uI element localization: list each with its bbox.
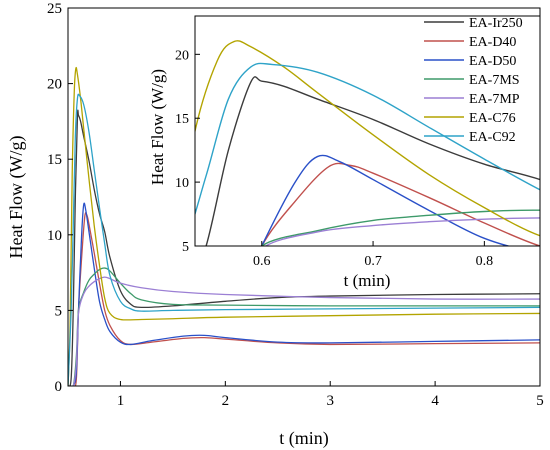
inset-line-ea-d50	[261, 154, 511, 246]
main-line-ea-7mp	[68, 276, 540, 386]
legend-label: EA-7MS	[469, 73, 520, 88]
main-y-axis-title: Heat Flow (W/g)	[6, 136, 27, 259]
main-line-ea-d50	[68, 202, 540, 386]
main-x-tick-label: 4	[431, 393, 439, 409]
inset-plot-frame	[194, 15, 541, 247]
legend-label: EA-7MP	[469, 92, 520, 107]
inset-line-ea-7ms	[260, 209, 540, 246]
legend-item-ea-7ms: EA-7MS	[424, 73, 520, 88]
main-x-tick-label: 3	[326, 393, 334, 409]
inset-series-lines	[195, 40, 540, 246]
inset-plot: 0.6 0.7 0.8 5 10 15 20 t (min) Heat Flow (W/g)	[148, 15, 541, 290]
legend-label: EA-D40	[469, 35, 516, 50]
legend-item-ea-c76: EA-C76	[424, 111, 516, 126]
main-y-tick-label: 25	[47, 1, 62, 17]
inset-line-ea-7mp	[264, 217, 540, 246]
inset-x-tick-label: 0.6	[253, 254, 271, 269]
inset-y-tick-label: 15	[175, 112, 189, 127]
inset-line-ea-ir250	[205, 76, 540, 246]
inset-y-tick-label: 20	[175, 48, 189, 63]
main-series-lines	[68, 66, 540, 386]
main-line-ea-7ms	[68, 267, 540, 386]
legend-item-ea-c92: EA-C92	[424, 130, 516, 145]
inset-x-axis-title: t (min)	[344, 271, 391, 290]
main-y-tick-label: 0	[55, 379, 63, 395]
legend-label: EA-C92	[469, 130, 516, 145]
legend-item-ea-d50: EA-D50	[424, 54, 516, 69]
inset-axis-ticks: 0.6 0.7 0.8 5 10 15 20	[175, 48, 493, 269]
main-line-ea-c76	[68, 66, 540, 386]
inset-y-axis-title: Heat Flow (W/g)	[148, 69, 167, 185]
inset-line-ea-c76	[195, 40, 540, 237]
main-plot: 1 2 3 4 5 0 5 10 15 20 25 t (min) Heat Flow (W/g)	[6, 1, 544, 449]
main-x-tick-label: 1	[117, 393, 125, 409]
legend-item-ea-ir250: EA-Ir250	[424, 16, 523, 31]
main-x-axis-title: t (min)	[279, 428, 329, 449]
main-y-tick-label: 20	[47, 77, 62, 93]
main-y-tick-label: 15	[47, 152, 62, 168]
legend-label: EA-C76	[469, 111, 516, 126]
legend: EA-Ir250 EA-D40 EA-D50 EA-7MS EA-7MP EA-C76 EA…	[424, 16, 523, 145]
main-y-tick-label: 10	[47, 228, 62, 244]
legend-item-ea-7mp: EA-7MP	[424, 92, 520, 107]
main-x-tick-label: 2	[222, 393, 230, 409]
legend-label: EA-Ir250	[469, 16, 523, 31]
main-x-tick-label: 5	[536, 393, 544, 409]
main-line-ea-c92	[68, 93, 540, 386]
inset-x-tick-label: 0.7	[364, 254, 382, 269]
main-y-tick-label: 5	[55, 303, 63, 319]
legend-item-ea-d40: EA-D40	[424, 35, 516, 50]
inset-y-tick-label: 10	[175, 176, 189, 191]
inset-line-ea-c92	[195, 62, 540, 217]
legend-label: EA-D50	[469, 54, 516, 69]
inset-x-tick-label: 0.8	[476, 254, 494, 269]
inset-y-tick-label: 5	[182, 240, 189, 255]
inset-line-ea-d40	[260, 162, 540, 246]
